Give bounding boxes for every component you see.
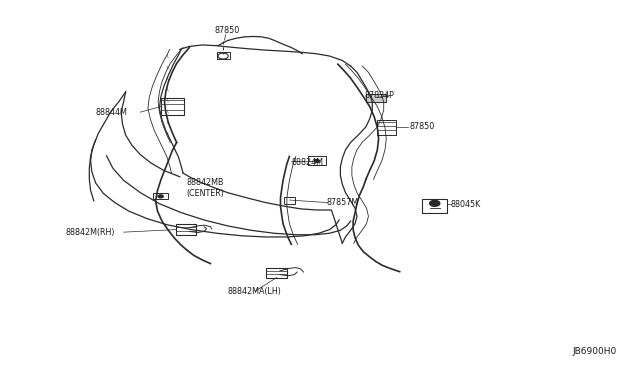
Text: 87850: 87850 [409, 122, 435, 131]
Text: JB6900H0: JB6900H0 [572, 347, 616, 356]
Text: 87834P: 87834P [365, 91, 394, 100]
Circle shape [314, 160, 319, 162]
Text: 88842MA(LH): 88842MA(LH) [228, 287, 282, 296]
Text: 87857M: 87857M [326, 198, 358, 207]
Circle shape [158, 195, 163, 198]
Text: (CENTER): (CENTER) [186, 189, 224, 198]
Text: 88824M: 88824M [291, 157, 323, 167]
Circle shape [429, 201, 440, 206]
Text: 88844M: 88844M [96, 108, 127, 117]
Text: 88045K: 88045K [451, 200, 481, 209]
Text: 88842M(RH): 88842M(RH) [65, 228, 115, 237]
FancyBboxPatch shape [366, 94, 387, 102]
Text: 87850: 87850 [215, 26, 240, 35]
Text: 88842MB: 88842MB [186, 178, 224, 187]
